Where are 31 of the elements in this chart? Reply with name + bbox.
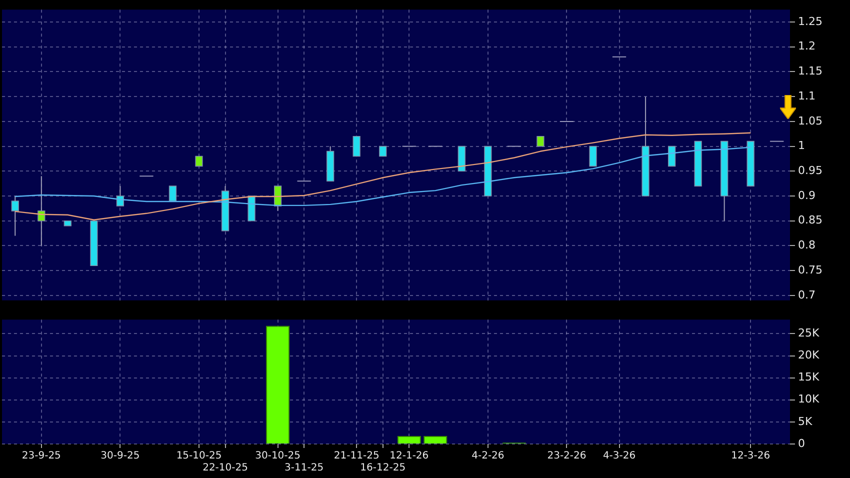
x-tick-label: 23-9-25	[22, 450, 61, 462]
x-tick-label: 22-10-25	[202, 462, 248, 474]
x-tick-label: 23-2-26	[547, 450, 586, 462]
y-tick-label: 15K	[798, 370, 820, 384]
y-tick-label: 0.7	[798, 288, 816, 302]
x-tick-label: 16-12-25	[360, 462, 406, 474]
y-tick-label: 1.05	[798, 114, 822, 128]
y-tick-label: 1.1	[798, 89, 816, 102]
y-tick-label: 5K	[798, 414, 813, 428]
y-tick-label: 0.95	[798, 164, 822, 178]
x-tick-label: 3-11-25	[284, 462, 324, 474]
y-tick-label: 1.2	[798, 40, 816, 53]
y-tick-label: 0.85	[798, 214, 822, 227]
x-tick-label: 15-10-25	[176, 450, 222, 462]
y-tick-label: 1.15	[798, 64, 822, 78]
x-tick-label: 30-10-25	[255, 450, 300, 462]
x-tick-label: 4-3-26	[602, 450, 636, 462]
y-tick-label: 0.75	[798, 263, 822, 276]
x-tick-label: 30-9-25	[100, 450, 140, 462]
x-tick-label: 4-2-26	[472, 450, 504, 462]
y-tick-label: 0	[798, 436, 805, 450]
y-tick-label: 0.9	[798, 188, 816, 202]
x-tick-label: 21-11-25	[334, 450, 380, 462]
y-tick-label: 1.25	[798, 14, 822, 28]
x-tick-label: 12-1-26	[390, 450, 429, 462]
y-tick-label: 20K	[798, 348, 820, 362]
x-tick-label: 12-3-26	[731, 450, 770, 462]
y-tick-label: 0.8	[798, 238, 816, 252]
y-tick-label: 25K	[798, 326, 820, 340]
y-tick-label: 10K	[798, 392, 820, 406]
y-tick-label: 1	[798, 139, 805, 152]
